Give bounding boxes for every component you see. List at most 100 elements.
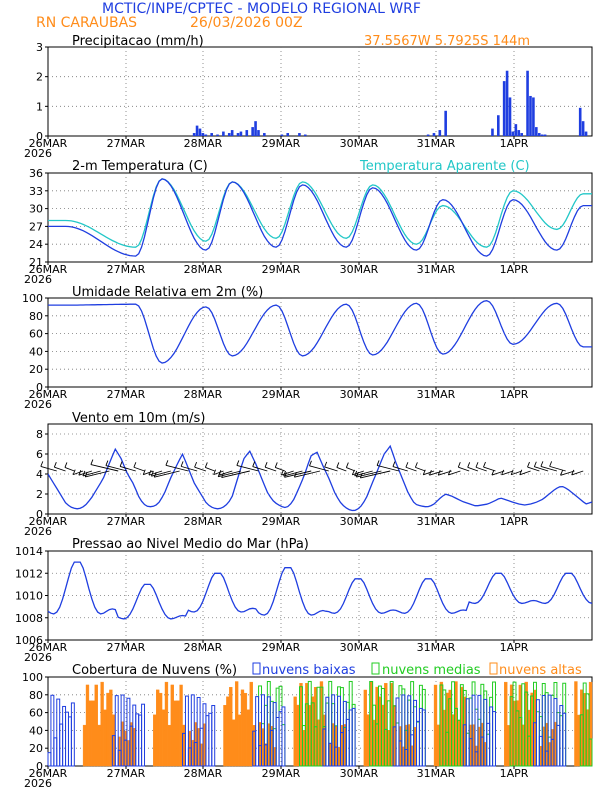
precipitation-bar [511, 131, 515, 136]
precipitation-bar [444, 110, 447, 136]
apparent-temperature-line [48, 178, 592, 248]
precipitation-bar [505, 70, 509, 136]
low-cloud-bar [547, 694, 552, 767]
y-tick-label: 0 [36, 381, 43, 394]
y-tick-label: 80 [29, 689, 43, 702]
wind-barb-flag [274, 462, 278, 468]
low-cloud-bar [261, 694, 265, 767]
low-cloud-bar [471, 694, 476, 767]
high-cloud-bar [88, 700, 93, 767]
precipitation-bar [236, 133, 240, 136]
x-day-label: 28MAR [184, 767, 223, 780]
wind-barb-flag [491, 469, 495, 476]
y-tick-label: 8 [36, 428, 43, 441]
high-cloud-bar [246, 709, 251, 767]
temperature-grid [48, 173, 592, 262]
legend-medium-clouds: nuvens medias [382, 663, 481, 678]
x-day-label: 28MAR [184, 641, 223, 654]
precipitation-bar [529, 95, 532, 136]
wind-barb-shaft [213, 470, 224, 476]
precipitation-bar [204, 134, 208, 136]
precipitation-bar [584, 131, 588, 136]
wind-barb-shaft [448, 470, 461, 476]
wind-barb-shaft [218, 470, 233, 476]
wind-barb-shaft [405, 466, 417, 472]
wind-barb-flag [217, 471, 221, 477]
wind-barb-shaft [294, 470, 321, 478]
y-tick-label: 36 [29, 167, 43, 180]
x-day-label: 1APR [500, 263, 529, 276]
y-tick-label: 30 [29, 203, 43, 216]
wind-barb-flag [78, 469, 82, 476]
x-day-label: 26MAR [29, 641, 68, 654]
wind-barb-flag [82, 470, 86, 477]
wind-barb-flag [457, 462, 461, 468]
pressure-panel: Pressao ao Nivel Medio do Mar (hPa) 1006… [15, 537, 593, 664]
high-cloud-bar [173, 700, 177, 767]
y-tick-label: 60 [29, 707, 43, 720]
wind-barb-shaft [491, 470, 505, 476]
y-tick-label: 2 [36, 488, 43, 501]
medium-cloud-bar [585, 693, 590, 767]
medium-cloud-bar [380, 687, 385, 767]
y-tick-label: 40 [29, 724, 43, 737]
wind-y-ticks: 0 2 4 6 8 [36, 428, 48, 521]
wind-barb-flag [483, 461, 486, 468]
wind-barb-flag [84, 471, 88, 478]
wind-barb-flag [293, 472, 297, 478]
low-cloud-bar [395, 697, 400, 767]
x-day-label: 31MAR [417, 137, 456, 150]
precipitation-bar [227, 133, 231, 136]
y-tick-label: 0 [36, 130, 43, 143]
precipitation-frame [47, 46, 593, 137]
wind-barb-flag [345, 462, 349, 468]
precipitation-bar [540, 134, 544, 136]
low-cloud-bar [421, 709, 426, 767]
precipitation-bar [497, 115, 500, 136]
wind-barb-flag [527, 461, 530, 468]
x-day-label: 26MAR [29, 388, 68, 401]
wind-barb-shaft [336, 467, 347, 472]
wind-barb-shaft [133, 466, 145, 472]
wind-barb-shaft [571, 470, 584, 476]
header-run-date: 26/03/2026 00Z [190, 15, 303, 31]
high-cloud-bar [153, 714, 157, 767]
wind-barb-shaft [64, 467, 75, 472]
precipitation-bar [298, 133, 301, 136]
low-cloud-bar [70, 702, 75, 767]
x-day-label: 30MAR [340, 641, 379, 654]
precipitation-bar [280, 134, 284, 136]
wind-barb-flag [90, 459, 94, 465]
x-day-label: 27MAR [107, 388, 146, 401]
wind-barb-flag [336, 462, 340, 468]
low-cloud-bar [331, 694, 336, 767]
wind-barb-shaft [105, 465, 128, 472]
humidity-frame [47, 297, 593, 388]
y-tick-label: 6 [36, 448, 43, 461]
low-cloud-bar [562, 712, 567, 767]
y-tick-label: 27 [29, 220, 43, 233]
apparent-temperature-legend: Temperatura Aparente (C) [359, 159, 530, 174]
precipitation-bar [578, 107, 582, 136]
wind-barb-flag [437, 470, 441, 476]
wind-barb-shaft [534, 466, 549, 472]
wind-barb-flag [324, 461, 328, 468]
x-day-label: 29MAR [262, 641, 301, 654]
wind-barb-shaft [429, 470, 443, 476]
wind-barb-shaft [264, 466, 277, 472]
wind-barb-flag [236, 460, 240, 466]
precipitation-bar [508, 97, 512, 136]
humidity-panel: Umidade Relativa em 2m (%) 020406080100 … [22, 285, 593, 411]
wind-barb-shaft [501, 470, 514, 476]
precipitation-bar [581, 121, 585, 136]
wind-barb-flag [72, 469, 76, 475]
wind-barb-flag [204, 462, 208, 468]
x-day-label: 29MAR [262, 515, 301, 528]
wind-barb-flag [355, 471, 359, 478]
precipitation-grid [48, 47, 592, 136]
x-day-label: 29MAR [262, 767, 301, 780]
low-cloud-bar [492, 711, 496, 767]
wind-barb-shaft [360, 470, 391, 479]
y-tick-label: 100 [22, 671, 43, 684]
x-year-label: 2026 [24, 398, 52, 411]
